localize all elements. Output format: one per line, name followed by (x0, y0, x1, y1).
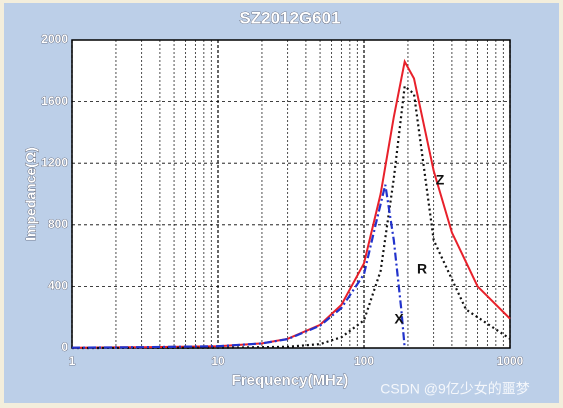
y-axis-label: Impedance(Ω) (23, 147, 39, 241)
series-label: Z (436, 172, 445, 188)
x-tick-label: 1 (69, 354, 76, 368)
y-tick-label: 0 (61, 340, 68, 354)
watermark: CSDN @9亿少女的噩梦 (380, 381, 530, 397)
series-line (71, 58, 511, 349)
y-tick-label: 2000 (41, 32, 68, 46)
chart-title: SZ2012G601 (239, 8, 340, 27)
x-axis-label: Frequency(MHz) (232, 372, 349, 389)
series-label: X (394, 311, 404, 327)
plot-area (72, 40, 510, 348)
plot-border (71, 39, 511, 349)
y-tick-label: 400 (48, 279, 68, 293)
y-tick-label: 1200 (41, 155, 68, 169)
y-tick-label: 800 (48, 217, 68, 231)
x-tick-label: 100 (354, 354, 374, 368)
series-line (71, 84, 511, 350)
x-tick-label: 1000 (497, 354, 524, 368)
series-line (71, 184, 406, 349)
x-tick-label: 10 (211, 354, 225, 368)
y-tick-label: 1600 (41, 94, 68, 108)
series-label: R (417, 261, 427, 277)
